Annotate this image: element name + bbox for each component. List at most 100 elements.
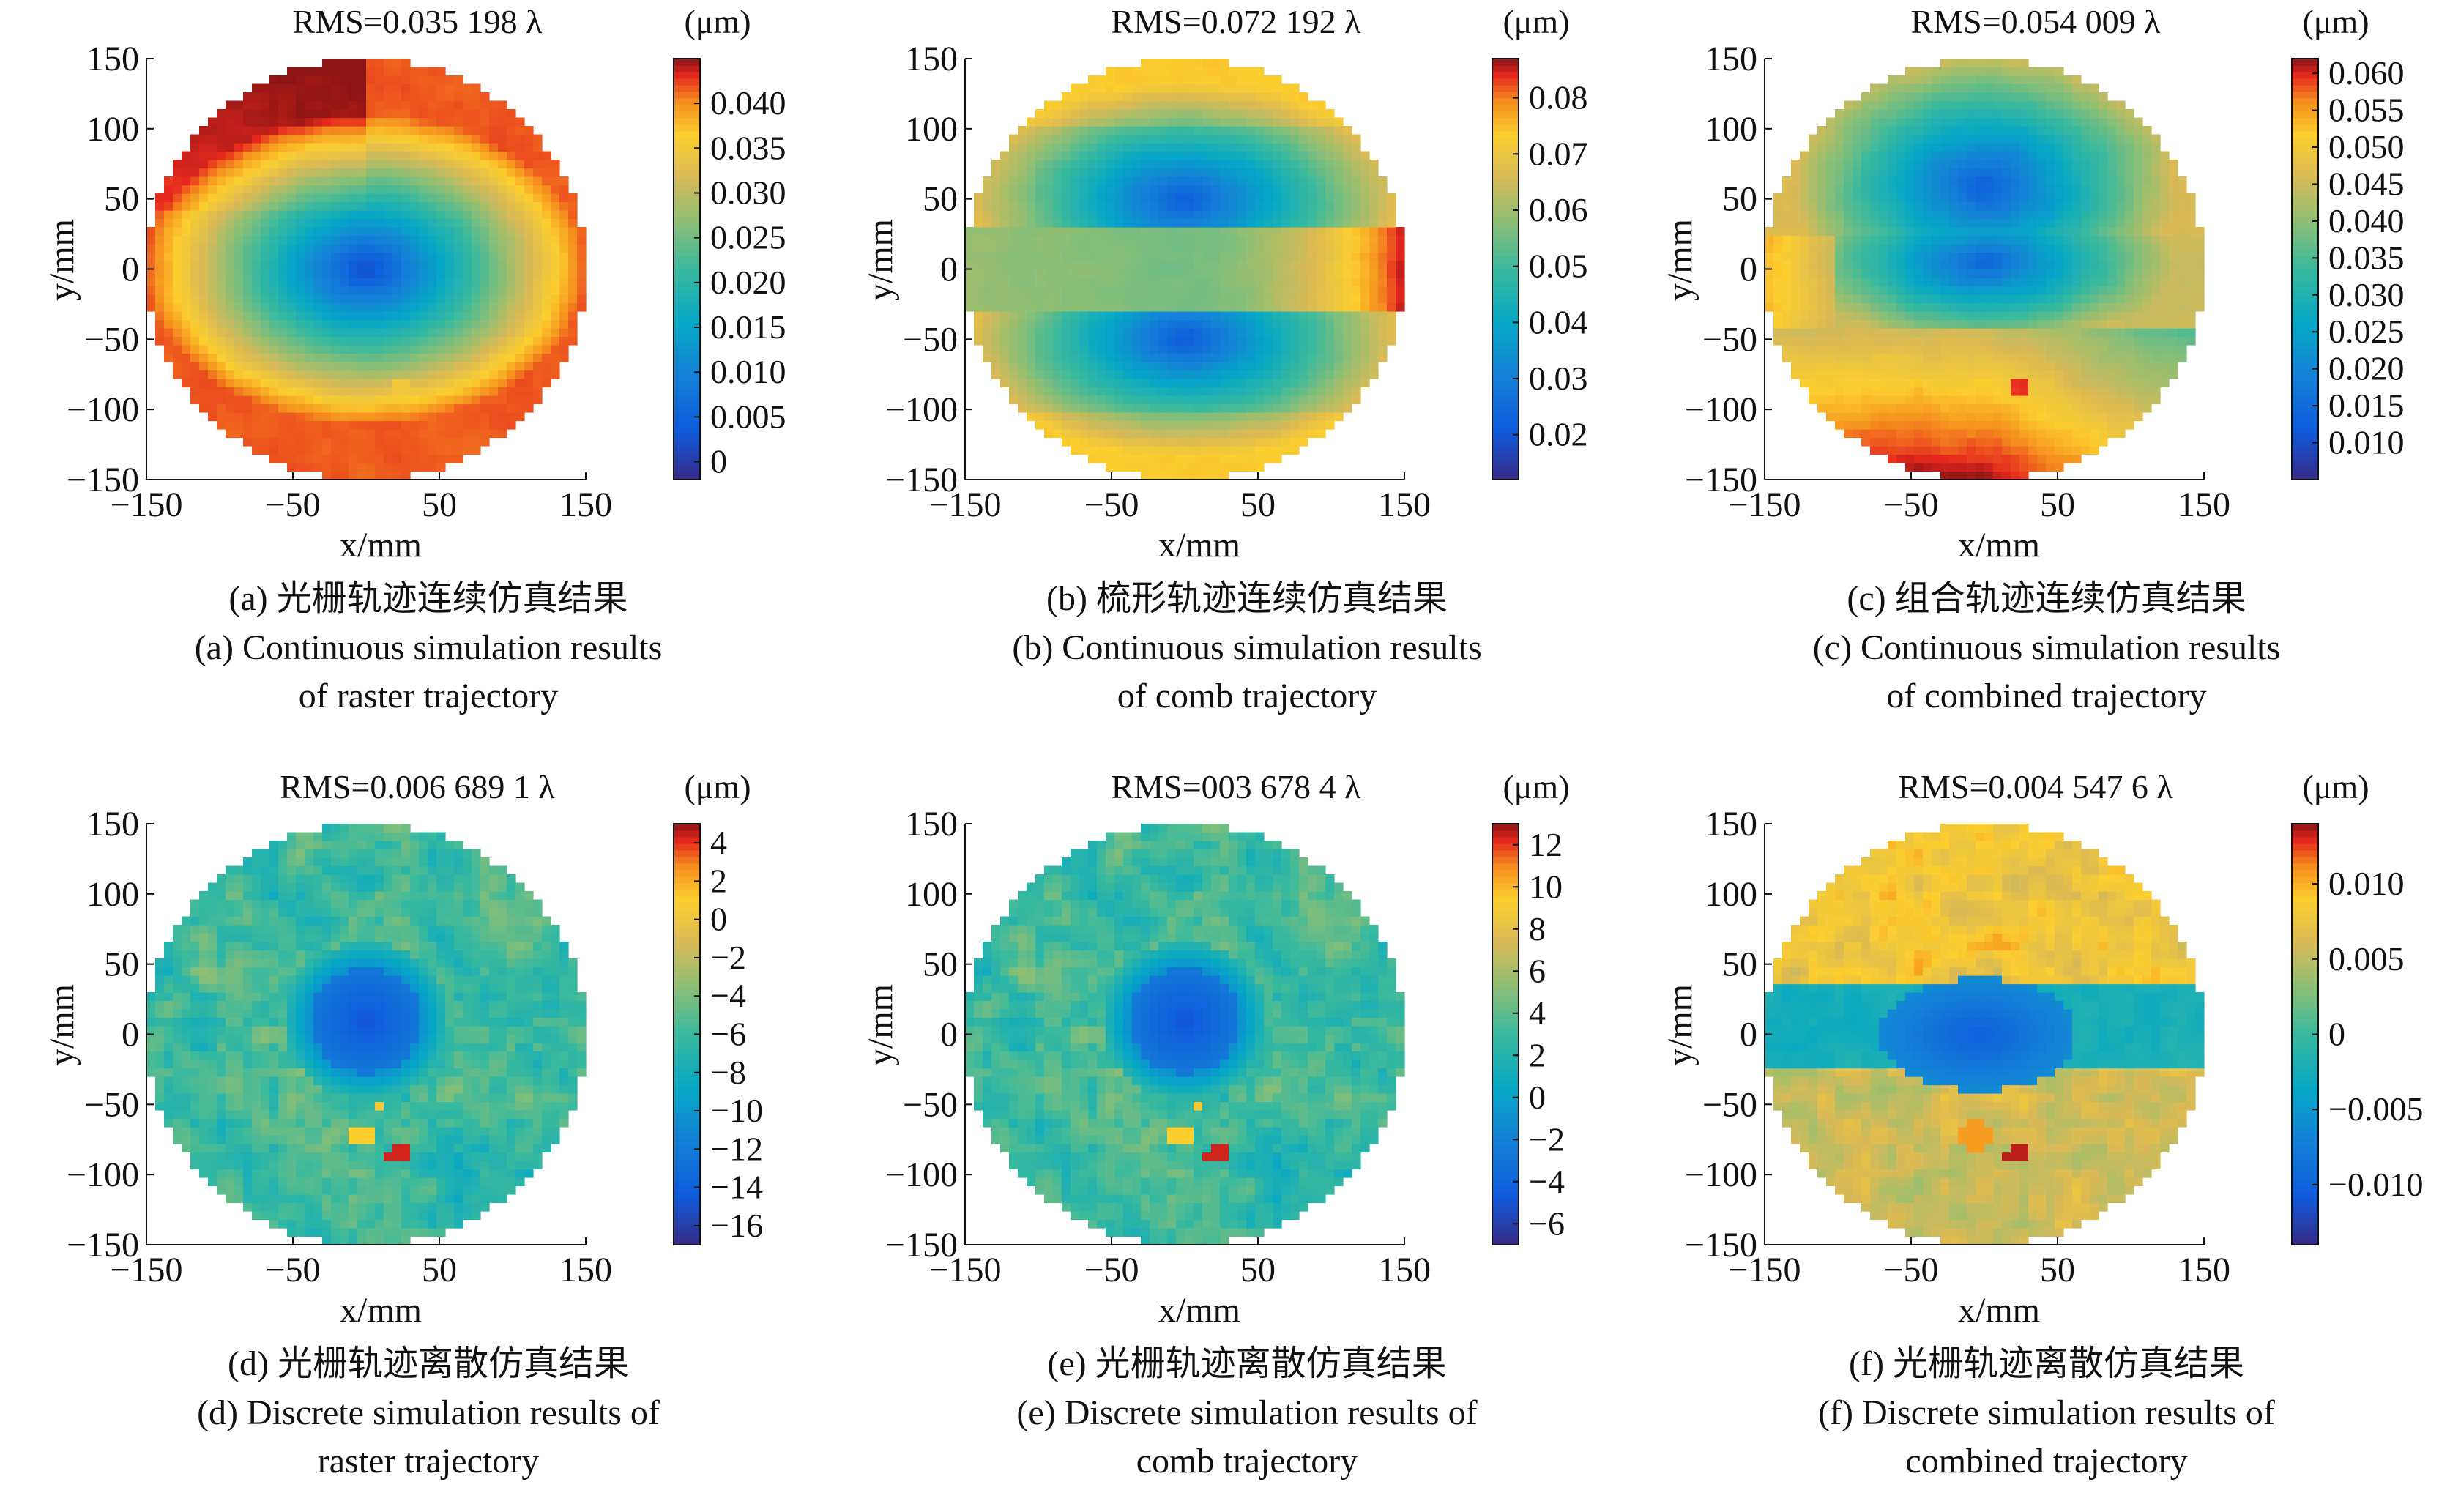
heatmap-cell (173, 236, 182, 245)
heatmap-cell (322, 101, 332, 110)
heatmap-cell (410, 412, 420, 421)
heatmap-cell (146, 278, 156, 286)
heatmap-cell (1141, 354, 1150, 362)
heatmap-cell (1914, 379, 1924, 387)
heatmap-cell (1993, 412, 2003, 421)
heatmap-cell (392, 168, 402, 177)
heatmap-cell (515, 362, 525, 370)
heatmap-cell (542, 269, 551, 278)
heatmap-cell (1325, 412, 1335, 421)
heatmap-cell (243, 337, 253, 346)
heatmap-cell (498, 227, 507, 236)
heatmap-cell (1194, 135, 1203, 144)
heatmap-cell (1194, 185, 1203, 194)
heatmap-cell (226, 253, 235, 261)
heatmap-cell (498, 395, 507, 404)
heatmap-cell (428, 168, 437, 177)
heatmap-cell (1097, 135, 1106, 144)
heatmap-cell (2107, 395, 2117, 404)
heatmap-cell (1949, 395, 1959, 404)
heatmap-cell (1273, 362, 1282, 370)
heatmap-cell (515, 278, 525, 286)
heatmap-cell (243, 278, 253, 286)
heatmap-cell (1264, 362, 1273, 370)
heatmap-cell (463, 202, 472, 211)
heatmap-cell (1132, 429, 1142, 438)
heatmap-cell (1308, 185, 1317, 194)
heatmap-cell (1106, 210, 1115, 219)
heatmap-cell (1967, 472, 1976, 480)
heatmap-cell (1202, 67, 1212, 76)
heatmap-cell (349, 379, 358, 387)
heatmap-cell (1791, 345, 1801, 354)
heatmap-cell (1299, 328, 1308, 337)
heatmap-cell (436, 261, 446, 269)
heatmap-cell (331, 227, 340, 236)
heatmap-cell (1369, 294, 1379, 303)
colorbar-segment (1492, 210, 1519, 217)
heatmap-cell (1150, 143, 1159, 152)
heatmap-cell (269, 379, 279, 387)
heatmap-cell (1158, 160, 1168, 168)
heatmap-cell (454, 160, 463, 168)
heatmap-cell (2046, 337, 2055, 346)
heatmap-cell (1791, 303, 1801, 312)
heatmap-cell (1088, 261, 1098, 269)
heatmap-cell (480, 92, 490, 101)
colorbar-tick-label: 0.06 (1529, 191, 1588, 228)
heatmap-cell (551, 219, 560, 228)
heatmap-cell (1009, 354, 1019, 362)
heatmap-cell (2090, 379, 2099, 387)
heatmap-cell (1053, 219, 1062, 228)
heatmap-cell (1114, 126, 1124, 135)
heatmap-cell (498, 143, 507, 152)
heatmap-cell (366, 92, 376, 101)
heatmap-cell (146, 294, 156, 303)
heatmap-cell (515, 370, 525, 379)
heatmap-cell (1914, 370, 1924, 379)
heatmap-cell (436, 109, 446, 118)
heatmap-cell (1150, 455, 1159, 463)
heatmap-cell (1993, 404, 2003, 413)
heatmap-cell (1914, 387, 1924, 396)
heatmap-cell (182, 328, 191, 337)
heatmap-cell (515, 354, 525, 362)
heatmap-cell (2019, 345, 2029, 354)
heatmap-cell (296, 168, 305, 177)
heatmap-cell (1044, 143, 1054, 152)
heatmap-cell (1246, 176, 1256, 185)
heatmap-cell (164, 176, 174, 185)
heatmap-cell (489, 379, 499, 387)
heatmap-cell (173, 244, 182, 253)
heatmap-cell (507, 109, 516, 118)
heatmap-cell (1220, 236, 1229, 245)
heatmap-cell (1255, 395, 1265, 404)
heatmap-cell (401, 67, 411, 76)
heatmap-cell (349, 236, 358, 245)
heatmap-cell (2028, 387, 2038, 396)
heatmap-cell (410, 109, 420, 118)
heatmap-cell (1369, 219, 1379, 228)
heatmap-cell (1923, 294, 1932, 303)
y-tick-label: 100 (905, 110, 958, 149)
heatmap-cell (392, 387, 402, 396)
heatmap-cell (2011, 311, 2020, 320)
heatmap-cell (1035, 395, 1045, 404)
heatmap-cell (164, 320, 174, 329)
colorbar-segment (674, 138, 700, 145)
heatmap-cell (261, 354, 270, 362)
heatmap-cell (1352, 227, 1361, 236)
heatmap-cell (1044, 135, 1054, 144)
heatmap-cell (1369, 185, 1379, 194)
heatmap-cell (1378, 354, 1388, 362)
heatmap-cell (252, 421, 261, 430)
heatmap-cell (2037, 446, 2047, 455)
heatmap-cell (1088, 362, 1098, 370)
heatmap-cell (1194, 236, 1203, 245)
heatmap-cell (1220, 354, 1229, 362)
heatmap-cell (410, 84, 420, 93)
heatmap-cell (208, 253, 217, 261)
heatmap-cell (278, 404, 288, 413)
colorbar-segment (674, 131, 700, 138)
heatmap-cell (1334, 412, 1344, 421)
